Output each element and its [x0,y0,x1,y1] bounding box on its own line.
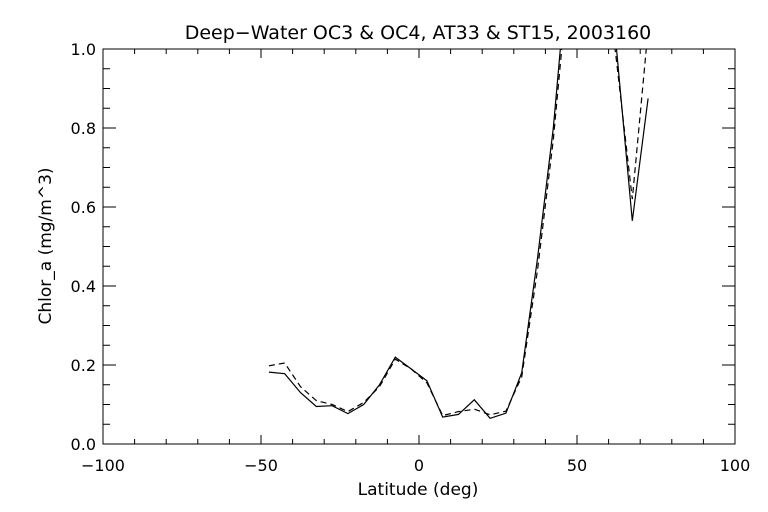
y-tick-label: 0.8 [71,119,96,138]
x-tick-label: 0 [414,456,424,475]
x-tick-label: 50 [567,456,587,475]
series-layer [268,49,649,419]
y-axis-label: Chlor_a (mg/m^3) [36,167,56,324]
y-axis: 0.0 0.2 0.4 0.6 0.8 1.0 [71,40,735,454]
chart-title: Deep−Water OC3 & OC4, AT33 & ST15, 20031… [185,22,652,44]
x-tick-label: −100 [81,456,125,475]
series-line-solid [268,49,649,419]
y-tick-label: 0.2 [71,356,96,375]
x-axis: −100 −50 0 50 100 [81,49,750,475]
x-tick-label: 100 [720,456,751,475]
y-tick-label: 0.6 [71,198,96,217]
x-tick-label: −50 [244,456,278,475]
y-tick-label: 1.0 [71,40,96,59]
y-tick-label: 0.4 [71,277,96,296]
series-line-dashed [268,49,647,417]
y-tick-label: 0.0 [71,435,96,454]
x-axis-label: Latitude (deg) [358,480,479,500]
